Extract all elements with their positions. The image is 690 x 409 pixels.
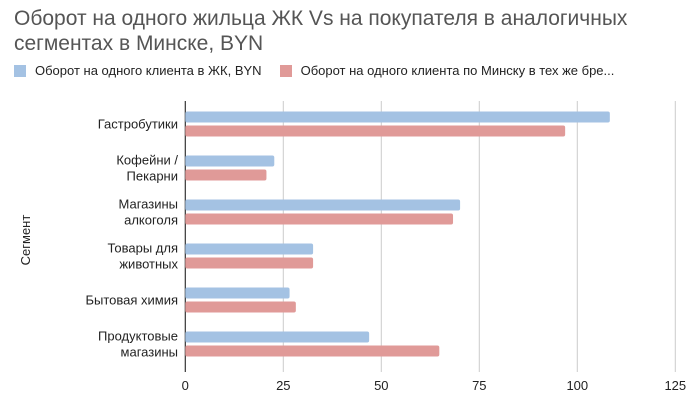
bar-zhk <box>185 243 314 255</box>
bar-zhk <box>185 287 290 299</box>
category-label: магазины <box>121 345 178 360</box>
bar-minsk <box>185 169 267 181</box>
bar-zhk <box>185 331 370 343</box>
legend-item-zhk[interactable]: Оборот на одного клиента в ЖК, BYN <box>14 63 262 78</box>
category-label: животных <box>119 257 178 272</box>
bar-minsk <box>185 257 314 269</box>
x-tick-label: 75 <box>472 378 486 393</box>
bar-minsk <box>185 301 296 313</box>
category-label: алкоголя <box>124 213 178 228</box>
bar-minsk <box>185 125 566 137</box>
legend-swatch <box>279 64 292 77</box>
x-tick-label: 25 <box>276 378 290 393</box>
y-axis-title: Сегмент <box>18 215 33 266</box>
x-tick-label: 0 <box>182 378 189 393</box>
x-tick-label: 125 <box>664 378 686 393</box>
category-label: Продуктовые <box>98 329 178 344</box>
legend-item-minsk[interactable]: Оборот на одного клиента по Минску в тех… <box>279 63 615 78</box>
x-tick-label: 50 <box>374 378 388 393</box>
category-label: Гастробутики <box>98 117 178 132</box>
bar-zhk <box>185 111 610 123</box>
bar-minsk <box>185 345 440 357</box>
bar-zhk <box>185 199 461 211</box>
category-label: Магазины <box>119 197 179 212</box>
legend: Оборот на одного клиента в ЖК, BYN Оборо… <box>14 63 632 78</box>
chart-title: Оборот на одного жильца ЖК Vs на покупат… <box>14 7 628 55</box>
legend-label: Оборот на одного клиента в ЖК, BYN <box>35 63 262 78</box>
legend-swatch <box>14 64 26 77</box>
bar-minsk <box>185 213 454 225</box>
category-label: Кофейни / <box>116 153 178 168</box>
legend-label: Оборот на одного клиента по Минску в тех… <box>300 63 615 78</box>
bar-zhk <box>185 155 275 167</box>
category-label: Бытовая химия <box>85 293 178 308</box>
category-label: Товары для <box>107 241 178 256</box>
x-tick-label: 100 <box>566 378 588 393</box>
category-label: Пекарни <box>127 169 178 184</box>
